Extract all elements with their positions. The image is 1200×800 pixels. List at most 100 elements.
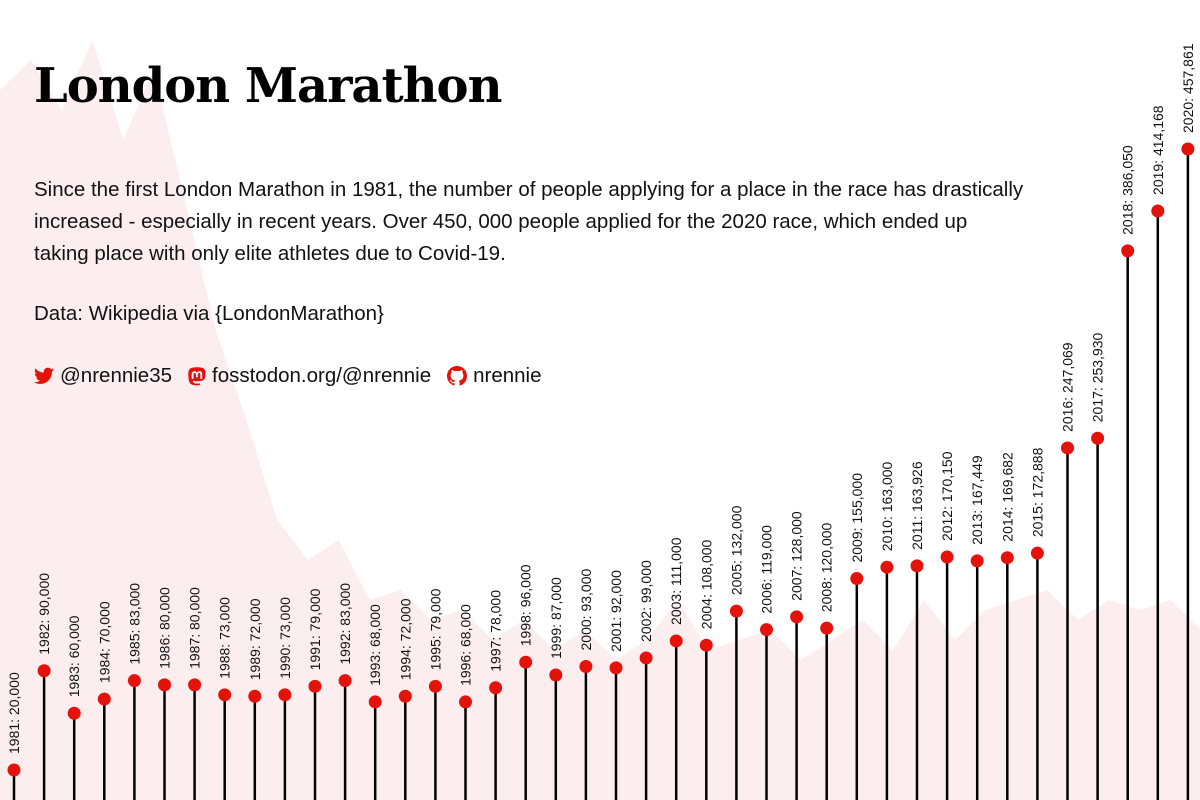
data-label: 2005: 132,000 — [728, 505, 744, 595]
data-point — [850, 572, 864, 586]
data-point — [218, 688, 232, 702]
data-point — [1061, 441, 1074, 455]
page-title: London Marathon — [34, 58, 502, 114]
data-label: 2014: 169,682 — [999, 452, 1015, 542]
data-point — [368, 695, 382, 709]
data-point — [549, 668, 563, 682]
data-point — [729, 604, 743, 618]
data-label: 1988: 73,000 — [217, 597, 233, 679]
data-point — [308, 679, 322, 693]
data-label: 1982: 90,000 — [36, 573, 52, 655]
data-label: 1992: 83,000 — [337, 583, 353, 665]
data-point — [790, 610, 804, 624]
data-label: 1993: 68,000 — [367, 604, 383, 686]
dot-layer — [7, 142, 1195, 777]
data-label: 2018: 386,050 — [1120, 145, 1136, 235]
description-text: Since the first London Marathon in 1981,… — [34, 178, 1024, 265]
data-label: 2016: 247,069 — [1060, 342, 1076, 432]
data-label: 1984: 70,000 — [96, 601, 112, 683]
data-point — [37, 664, 51, 678]
github-handle: nrennie — [473, 364, 542, 387]
data-label: 2020: 457,861 — [1180, 43, 1196, 133]
data-point — [760, 623, 773, 637]
data-label: 1994: 72,000 — [397, 598, 413, 680]
stem-layer — [12, 149, 1190, 800]
data-point — [880, 560, 894, 574]
background-area-layer — [0, 40, 1200, 800]
data-point — [398, 689, 412, 703]
mastodon-handle: fosstodon.org/@nrennie — [212, 364, 432, 387]
data-point — [67, 706, 81, 720]
social-links: @nrennie35 fosstodon.org/@nrennie nrenni… — [34, 360, 558, 392]
data-point — [1181, 142, 1195, 156]
data-label: 1996: 68,000 — [458, 604, 474, 686]
label-layer: 1981: 20,000 1982: 90,000 1983: 60,000 1984… — [6, 43, 1196, 754]
data-point — [459, 695, 472, 709]
data-label: 1987: 80,000 — [187, 587, 203, 669]
data-point — [248, 689, 262, 703]
data-label: 2008: 120,000 — [819, 522, 835, 612]
data-label: 2009: 155,000 — [849, 473, 865, 563]
data-label: 2015: 172,888 — [1029, 447, 1045, 537]
data-label: 1990: 73,000 — [277, 597, 293, 679]
github-link[interactable]: nrennie — [447, 360, 542, 392]
github-icon — [447, 366, 468, 386]
data-label: 1989: 72,000 — [247, 598, 263, 680]
data-point — [1151, 204, 1165, 218]
data-point — [639, 651, 653, 665]
data-point — [940, 550, 954, 564]
data-label: 1997: 78,000 — [488, 590, 504, 672]
data-point — [338, 674, 352, 688]
data-point — [188, 678, 202, 692]
data-label: 2010: 163,000 — [879, 461, 895, 551]
data-point — [519, 655, 533, 669]
data-point — [489, 681, 503, 695]
data-point — [428, 679, 442, 693]
data-label: 2017: 253,930 — [1090, 332, 1106, 422]
data-label: 2012: 170,150 — [939, 451, 955, 541]
twitter-icon — [34, 367, 54, 384]
data-label: 2002: 99,000 — [638, 560, 654, 642]
data-point — [1000, 551, 1014, 565]
data-label: 1981: 20,000 — [6, 672, 22, 754]
data-label: 2011: 163,926 — [909, 461, 925, 550]
data-label: 2003: 111,000 — [668, 537, 684, 625]
data-label: 2013: 167,449 — [969, 455, 985, 545]
data-point — [1121, 244, 1135, 258]
data-point — [820, 621, 834, 635]
data-point — [278, 688, 292, 702]
background-area — [0, 40, 1200, 800]
data-point — [669, 634, 683, 648]
data-point — [910, 559, 924, 573]
data-label: 1999: 87,000 — [548, 577, 564, 659]
data-label: 2006: 119,000 — [759, 525, 775, 614]
data-point — [1091, 431, 1105, 445]
data-point — [970, 554, 984, 568]
data-label: 1991: 79,000 — [307, 588, 323, 670]
data-label: 1995: 79,000 — [427, 588, 443, 670]
data-point — [579, 659, 593, 673]
data-label: 2004: 108,000 — [698, 539, 714, 629]
data-point — [97, 692, 111, 706]
data-label: 1986: 80,000 — [157, 587, 173, 669]
mastodon-icon — [188, 366, 206, 385]
data-label: 1998: 96,000 — [518, 564, 534, 646]
data-point — [699, 638, 713, 652]
data-point — [1030, 546, 1044, 560]
twitter-link[interactable]: @nrennie35 — [34, 360, 172, 392]
data-label: 1985: 83,000 — [126, 583, 142, 665]
data-point — [609, 661, 623, 675]
data-label: 2000: 93,000 — [578, 569, 594, 651]
mastodon-link[interactable]: fosstodon.org/@nrennie — [188, 360, 431, 392]
data-label: 1983: 60,000 — [66, 615, 82, 697]
data-point — [7, 763, 21, 777]
data-point — [127, 674, 141, 688]
data-label: 2007: 128,000 — [789, 511, 805, 601]
data-label: 2001: 92,000 — [608, 570, 624, 652]
data-point — [158, 678, 171, 692]
data-label: 2019: 414,168 — [1150, 105, 1166, 195]
twitter-handle: @nrennie35 — [60, 364, 172, 387]
data-source-text: Data: Wikipedia via {LondonMarathon} — [34, 302, 384, 325]
